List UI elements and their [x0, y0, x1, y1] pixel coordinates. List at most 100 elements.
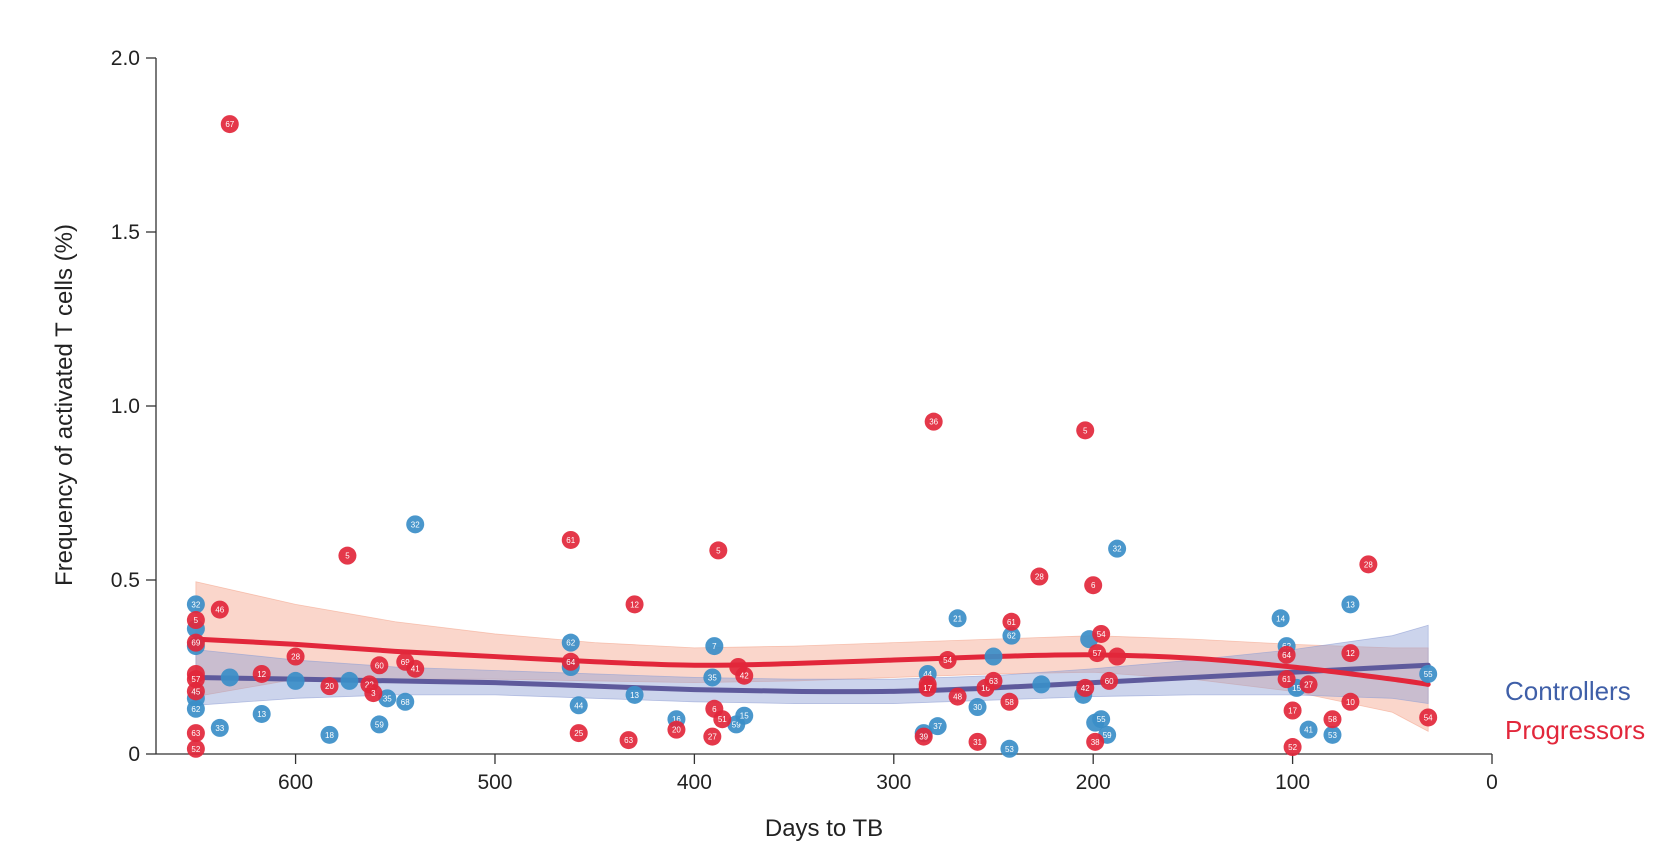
controllers-point: 14	[1271, 609, 1290, 628]
controllers-point: 13	[252, 704, 271, 723]
point-label: 61	[1007, 618, 1016, 627]
y-tick-label: 2.0	[111, 47, 140, 70]
point-marker	[340, 671, 359, 690]
point-marker	[705, 637, 724, 656]
progressors-point: 3	[364, 684, 383, 703]
controllers-point: 13	[1341, 595, 1360, 614]
point-label: 53	[1005, 745, 1014, 754]
controllers-point: 41	[1299, 720, 1318, 739]
point-label: 59	[732, 720, 741, 729]
point-marker	[338, 546, 357, 565]
point-marker	[1283, 701, 1302, 720]
controllers-point: 53	[1323, 725, 1342, 744]
progressors-point: 52	[186, 739, 205, 758]
point-marker	[252, 704, 271, 723]
point-marker	[928, 717, 947, 736]
point-marker	[569, 724, 588, 743]
progressors-point: 63	[984, 671, 1003, 690]
point-label: 54	[1424, 713, 1433, 722]
point-marker	[1323, 710, 1342, 729]
point-marker	[286, 647, 305, 666]
progressors-point: 28	[286, 647, 305, 666]
point-marker	[364, 684, 383, 703]
point-marker	[1108, 647, 1127, 666]
point-label: 60	[375, 661, 384, 670]
point-marker	[1000, 692, 1019, 711]
progressors-point: 45	[186, 682, 205, 701]
point-label: 16	[981, 684, 990, 693]
point-marker	[1419, 708, 1438, 727]
controllers-point: 21	[948, 609, 967, 628]
point-marker	[619, 731, 638, 750]
point-label: 14	[1276, 614, 1285, 623]
progressors-point: 63	[186, 724, 205, 743]
controllers-point: 13	[625, 685, 644, 704]
point-marker	[1419, 664, 1438, 683]
point-label: 5	[194, 616, 199, 625]
point-label: 61	[1282, 675, 1291, 684]
point-marker	[1084, 576, 1103, 595]
progressors-point: 17	[1283, 701, 1302, 720]
point-label: 61	[566, 536, 575, 545]
progressors-point: 61	[1002, 612, 1021, 631]
point-label: 52	[1288, 743, 1297, 752]
point-marker	[320, 677, 339, 696]
point-marker	[625, 595, 644, 614]
point-marker	[1341, 644, 1360, 663]
point-marker	[1341, 595, 1360, 614]
controllers-point: 68	[396, 692, 415, 711]
progressors-point: 20	[320, 677, 339, 696]
progressors-point: 51	[713, 710, 732, 729]
progressors-point: 36	[924, 412, 943, 431]
progressors-point: 46	[210, 600, 229, 619]
point-label: 21	[953, 614, 962, 623]
controllers-point: 62	[186, 699, 205, 718]
progressors-point: 41	[406, 659, 425, 678]
point-label: 12	[630, 600, 639, 609]
point-label: 64	[566, 658, 575, 667]
point-marker	[948, 687, 967, 706]
point-marker	[1002, 612, 1021, 631]
point-marker	[1002, 626, 1021, 645]
y-tick-label: 1.5	[111, 221, 140, 244]
point-marker	[914, 727, 933, 746]
controllers-point: 55	[1092, 710, 1111, 729]
point-label: 36	[929, 418, 938, 427]
x-tick-label: 400	[677, 771, 712, 794]
point-marker	[220, 115, 239, 134]
point-marker	[186, 739, 205, 758]
progressors-point: 54	[1092, 624, 1111, 643]
point-label: 44	[923, 670, 932, 679]
point-label: 57	[191, 675, 200, 684]
point-marker	[1086, 732, 1105, 751]
point-label: 35	[708, 673, 717, 682]
y-axis-title: Frequency of activated T cells (%)	[51, 224, 78, 586]
point-marker	[713, 710, 732, 729]
controllers-point	[220, 668, 239, 687]
point-label: 69	[401, 658, 410, 667]
controllers-point: 30	[968, 698, 987, 717]
controllers-point	[340, 671, 359, 690]
point-marker	[210, 718, 229, 737]
controllers-point: 62	[561, 633, 580, 652]
point-marker	[924, 412, 943, 431]
controllers-point: 32	[406, 515, 425, 534]
point-label: 10	[1346, 698, 1355, 707]
point-marker	[703, 668, 722, 687]
point-label: 27	[1304, 680, 1313, 689]
point-label: 42	[740, 672, 749, 681]
point-marker	[1100, 671, 1119, 690]
progressors-point: 63	[619, 731, 638, 750]
progressors-point: 5	[709, 541, 728, 560]
point-label: 59	[1103, 731, 1112, 740]
point-marker	[1323, 725, 1342, 744]
point-label: 13	[630, 691, 639, 700]
progressors-point: 27	[1299, 675, 1318, 694]
progressors-point: 12	[252, 664, 271, 683]
point-label: 51	[718, 715, 727, 724]
point-label: 32	[1113, 545, 1122, 554]
point-label: 20	[325, 682, 334, 691]
point-label: 20	[672, 726, 681, 735]
progressors-point	[1108, 647, 1127, 666]
progressors-point: 60	[1100, 671, 1119, 690]
